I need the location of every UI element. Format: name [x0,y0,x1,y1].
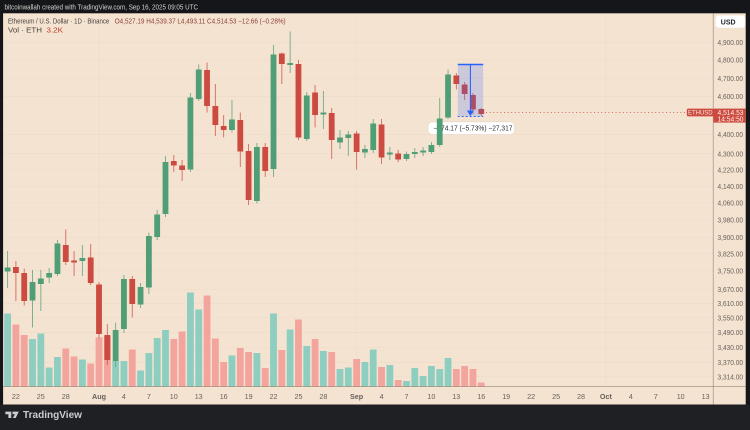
svg-text:13: 13 [452,392,460,401]
svg-text:22: 22 [12,392,20,401]
svg-text:4,600.00: 4,600.00 [718,92,744,101]
svg-text:4,900.00: 4,900.00 [718,38,744,47]
svg-text:3,314.00: 3,314.00 [718,372,744,381]
svg-text:Sep: Sep [350,392,364,401]
svg-text:4,400.00: 4,400.00 [718,130,744,139]
svg-text:4,700.00: 4,700.00 [718,74,744,83]
svg-text:16: 16 [220,392,228,401]
svg-text:19: 19 [502,392,510,401]
svg-text:3,900.00: 3,900.00 [718,233,744,242]
svg-text:22: 22 [527,392,535,401]
svg-text:3,550.00: 3,550.00 [718,314,744,323]
svg-text:28: 28 [62,392,70,401]
svg-text:16: 16 [477,392,485,401]
svg-text:ETHUSD: ETHUSD [688,111,713,117]
svg-text:Oct: Oct [600,392,613,401]
svg-text:7: 7 [147,392,151,401]
svg-text:4,514.53: 4,514.53 [718,108,744,117]
svg-text:3,825.00: 3,825.00 [718,250,744,259]
svg-text:3,430.00: 3,430.00 [718,343,744,352]
svg-text:28: 28 [319,392,327,401]
svg-text:4,220.00: 4,220.00 [718,165,744,174]
svg-text:3,370.00: 3,370.00 [718,358,744,367]
svg-text:28: 28 [577,392,585,401]
svg-text:4,140.00: 4,140.00 [718,182,744,191]
svg-text:10: 10 [677,392,685,401]
svg-text:4: 4 [629,392,633,401]
svg-text:4,060.00: 4,060.00 [718,199,744,208]
svg-text:10: 10 [427,392,435,401]
svg-text:USD: USD [721,19,736,26]
svg-text:3,670.00: 3,670.00 [718,285,744,294]
svg-text:3,980.00: 3,980.00 [718,216,744,225]
svg-text:3.2K: 3.2K [47,25,64,34]
svg-text:Vol · ETH: Vol · ETH [8,25,42,34]
svg-text:Ethereum / U.S. Dollar · 1D ·: Ethereum / U.S. Dollar · 1D · Binance [8,18,109,25]
svg-text:13: 13 [702,392,710,401]
svg-text:7: 7 [405,392,409,401]
svg-text:25: 25 [552,392,560,401]
svg-text:O4,527.19 H4,539.37 L4,493.11: O4,527.19 H4,539.37 L4,493.11 C4,514.53 … [115,18,286,25]
svg-text:25: 25 [295,392,303,401]
svg-text:Aug: Aug [92,392,106,401]
svg-text:3,750.00: 3,750.00 [718,267,744,276]
svg-text:13: 13 [195,392,203,401]
svg-text:4: 4 [122,392,126,401]
svg-text:22: 22 [270,392,278,401]
svg-text:3,610.00: 3,610.00 [718,299,744,308]
svg-text:−274.17 (−5.73%) −27,317: −274.17 (−5.73%) −27,317 [434,124,513,133]
svg-text:25: 25 [37,392,45,401]
svg-text:10: 10 [170,392,178,401]
svg-text:4,300.00: 4,300.00 [718,149,744,158]
svg-text:7: 7 [654,392,658,401]
svg-text:4,800.00: 4,800.00 [718,56,744,65]
svg-text:19: 19 [245,392,253,401]
svg-text:3,490.00: 3,490.00 [718,328,744,337]
svg-text:4: 4 [380,392,384,401]
svg-text:TradingView: TradingView [23,410,82,421]
svg-text:bitcoinwallah created with Tra: bitcoinwallah created with TradingView.c… [5,5,199,12]
svg-text:14:54:50: 14:54:50 [718,115,744,124]
